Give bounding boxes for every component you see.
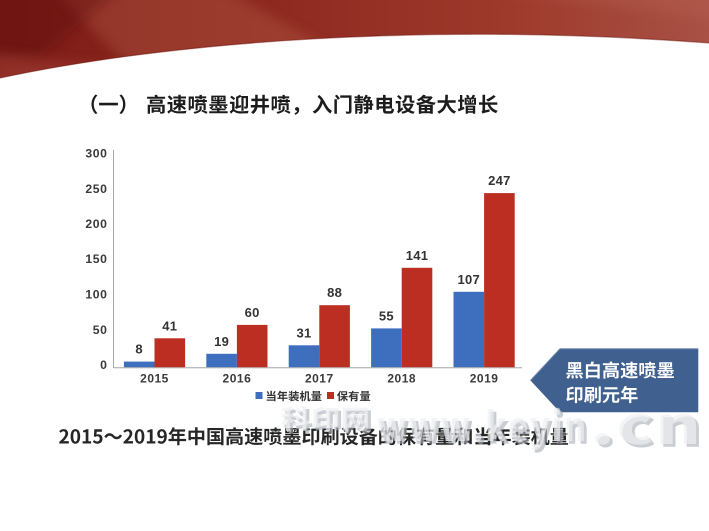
svg-text:31: 31 (296, 325, 311, 340)
svg-text:100: 100 (85, 288, 107, 302)
svg-text:60: 60 (245, 305, 260, 320)
svg-text:2018: 2018 (387, 371, 416, 385)
svg-text:150: 150 (85, 252, 107, 266)
svg-text:2017: 2017 (305, 371, 334, 385)
svg-text:247: 247 (488, 173, 511, 188)
svg-text:250: 250 (85, 182, 107, 196)
svg-text:19: 19 (214, 334, 229, 349)
svg-text:2015: 2015 (140, 371, 169, 385)
svg-text:200: 200 (85, 217, 107, 231)
svg-text:50: 50 (93, 323, 108, 337)
svg-text:88: 88 (327, 285, 342, 300)
svg-text:0: 0 (100, 358, 107, 372)
svg-text:300: 300 (85, 147, 107, 161)
svg-text:141: 141 (406, 248, 429, 263)
svg-text:2019: 2019 (470, 371, 499, 385)
svg-text:2016: 2016 (223, 371, 252, 385)
svg-text:55: 55 (379, 308, 394, 323)
svg-text:41: 41 (162, 318, 177, 333)
svg-text:107: 107 (458, 272, 481, 287)
svg-text:8: 8 (135, 342, 143, 357)
